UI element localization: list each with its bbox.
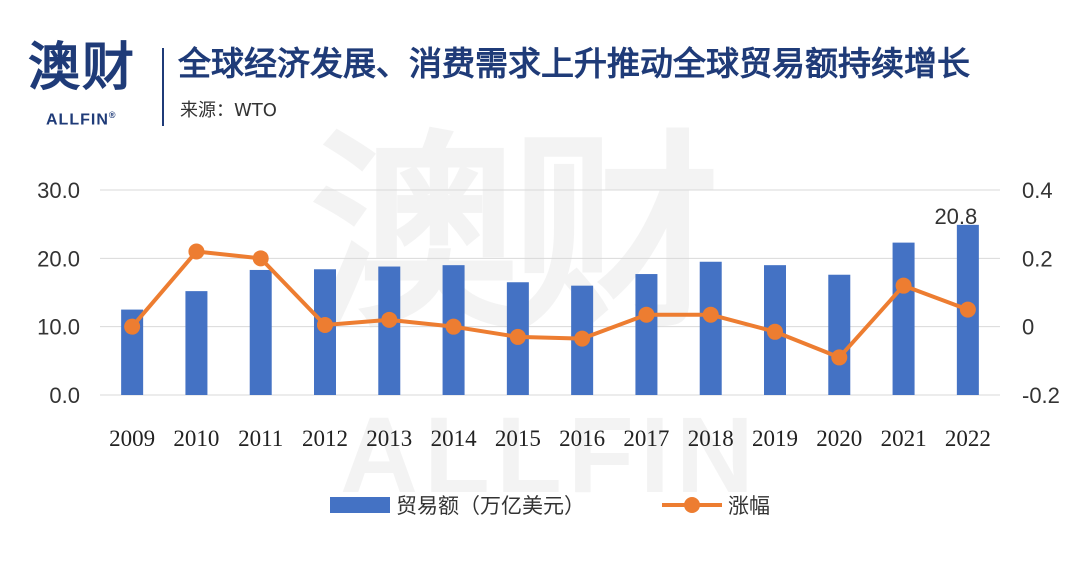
growth-point xyxy=(445,318,462,335)
logo-chinese-text: 澳财 xyxy=(28,38,137,98)
growth-point xyxy=(509,328,526,345)
growth-point xyxy=(381,311,398,328)
bar xyxy=(185,291,208,395)
source-note: 来源：WTO xyxy=(180,100,277,121)
bar xyxy=(378,266,401,395)
bar xyxy=(892,242,915,395)
growth-point xyxy=(767,323,783,340)
growth-point xyxy=(188,243,205,260)
allfin-logo: 澳财 ALLFIN® xyxy=(22,40,154,135)
growth-point xyxy=(959,301,976,318)
y-right-tick-label: 0.4 xyxy=(1022,178,1053,203)
x-tick-label: 2019 xyxy=(752,426,798,451)
y-left-tick-label: 0.0 xyxy=(49,383,80,408)
growth-point xyxy=(638,306,655,323)
y-right-tick-label: 0.2 xyxy=(1022,246,1053,271)
x-tick-label: 2013 xyxy=(366,426,412,451)
x-tick-label: 2017 xyxy=(623,426,669,451)
x-tick-label: 2012 xyxy=(302,426,348,451)
growth-line xyxy=(130,249,969,360)
y-left-tick-label: 10.0 xyxy=(37,315,80,340)
growth-point xyxy=(702,306,719,323)
growth-point xyxy=(574,330,591,347)
bar xyxy=(635,274,658,395)
legend-line-marker xyxy=(684,497,700,513)
growth-point xyxy=(831,349,848,366)
legend-bar-label: 贸易额（万亿美元） xyxy=(396,494,585,518)
x-tick-label: 2015 xyxy=(495,426,541,451)
bar xyxy=(699,261,722,395)
logo-english-name: ALLFIN xyxy=(46,111,109,129)
x-tick-label: 2011 xyxy=(238,426,283,451)
x-tick-label: 2010 xyxy=(173,426,219,451)
y-right-tick-label: 0 xyxy=(1022,315,1034,340)
y-left-tick-label: 20.0 xyxy=(37,246,80,271)
header-divider xyxy=(162,48,164,126)
x-tick-label: 2014 xyxy=(431,426,478,451)
bar xyxy=(828,274,851,395)
growth-point xyxy=(124,318,141,335)
page-title: 全球经济发展、消费需求上升推动全球贸易额持续增长 xyxy=(178,44,970,83)
legend-line-label: 涨幅 xyxy=(728,494,770,518)
x-tick-label: 2018 xyxy=(688,426,734,451)
logo-english-text: ALLFIN® xyxy=(46,110,117,129)
x-tick-label: 2021 xyxy=(881,426,927,451)
x-tick-label: 2020 xyxy=(816,426,862,451)
registered-mark: ® xyxy=(108,110,117,120)
bar xyxy=(249,269,272,395)
x-tick-label: 2009 xyxy=(109,426,155,451)
legend-bar-swatch xyxy=(330,497,390,513)
data-label: 20.8 xyxy=(934,204,977,229)
y-right-tick-label: -0.2 xyxy=(1022,383,1060,408)
x-tick-label: 2016 xyxy=(559,426,605,451)
y-left-tick-label: 30.0 xyxy=(37,178,80,203)
growth-point xyxy=(317,316,333,333)
growth-point xyxy=(895,277,912,294)
x-tick-label: 2022 xyxy=(945,426,991,451)
header: 澳财 ALLFIN® 全球经济发展、消费需求上升推动全球贸易额持续增长 来源：W… xyxy=(0,0,1080,140)
growth-point xyxy=(252,250,269,267)
